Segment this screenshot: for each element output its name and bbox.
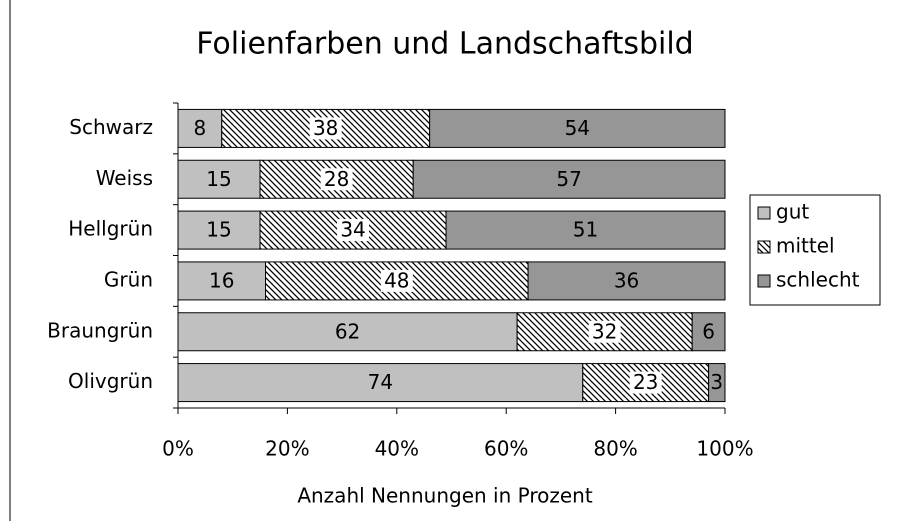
data-label: 32 [592,319,617,343]
y-tick-label: Grün [104,267,153,291]
x-tick-label: 80% [593,437,637,461]
bar-segment [429,108,726,148]
label-bg [309,117,342,140]
data-label: 3 [710,370,723,394]
y-tick-label: Hellgrün [68,217,153,241]
data-label: 74 [368,370,393,394]
legend-label: mittel [776,234,835,258]
label-bg [337,219,370,242]
chart-title: Folienfarben und Landschaftsbild [196,27,693,62]
y-tick-label: Weiss [96,166,153,190]
label-bg [588,320,621,343]
bar-segment [177,363,584,403]
label-bg [629,371,662,394]
x-tick-label: 60% [484,437,528,461]
data-label: 28 [324,167,349,191]
data-label: 34 [340,218,365,242]
legend-label: gut [776,200,809,224]
y-tick-label: Schwarz [69,115,153,139]
data-label: 62 [335,319,360,343]
label-bg [380,269,413,292]
legend-label: schlecht [776,268,860,292]
bar-segment [708,363,726,403]
data-label: 48 [384,268,409,292]
data-label: 8 [194,116,207,140]
data-label: 38 [313,116,338,140]
legend-swatch [757,206,771,220]
bar-segment [527,261,726,301]
data-label: 6 [702,319,715,343]
legend-box [749,194,881,306]
bar-segment [177,261,267,301]
data-label: 15 [206,167,231,191]
legend-swatch [757,240,771,254]
data-label: 23 [633,370,658,394]
data-label: 16 [209,268,234,292]
x-tick-label: 40% [375,437,419,461]
x-axis-label: Anzahl Nennungen in Prozent [297,484,593,508]
bar-segment [177,312,518,352]
bar-segment [177,108,223,148]
y-tick-label: Braungrün [47,318,153,342]
label-bg [320,168,353,191]
data-label: 36 [614,268,639,292]
x-tick-label: 100% [696,437,753,461]
legend-swatch [757,274,771,288]
bar-segment [691,312,726,352]
data-label: 54 [565,116,590,140]
x-tick-label: 20% [265,437,309,461]
bar-segment [177,210,261,250]
bar-segment [412,159,726,199]
data-label: 57 [556,167,581,191]
data-label: 51 [573,218,598,242]
x-tick-label: 0% [162,437,194,461]
data-label: 15 [206,218,231,242]
frame [9,0,11,521]
y-tick-label: Olivgrün [68,369,153,393]
bar-segment [445,210,726,250]
